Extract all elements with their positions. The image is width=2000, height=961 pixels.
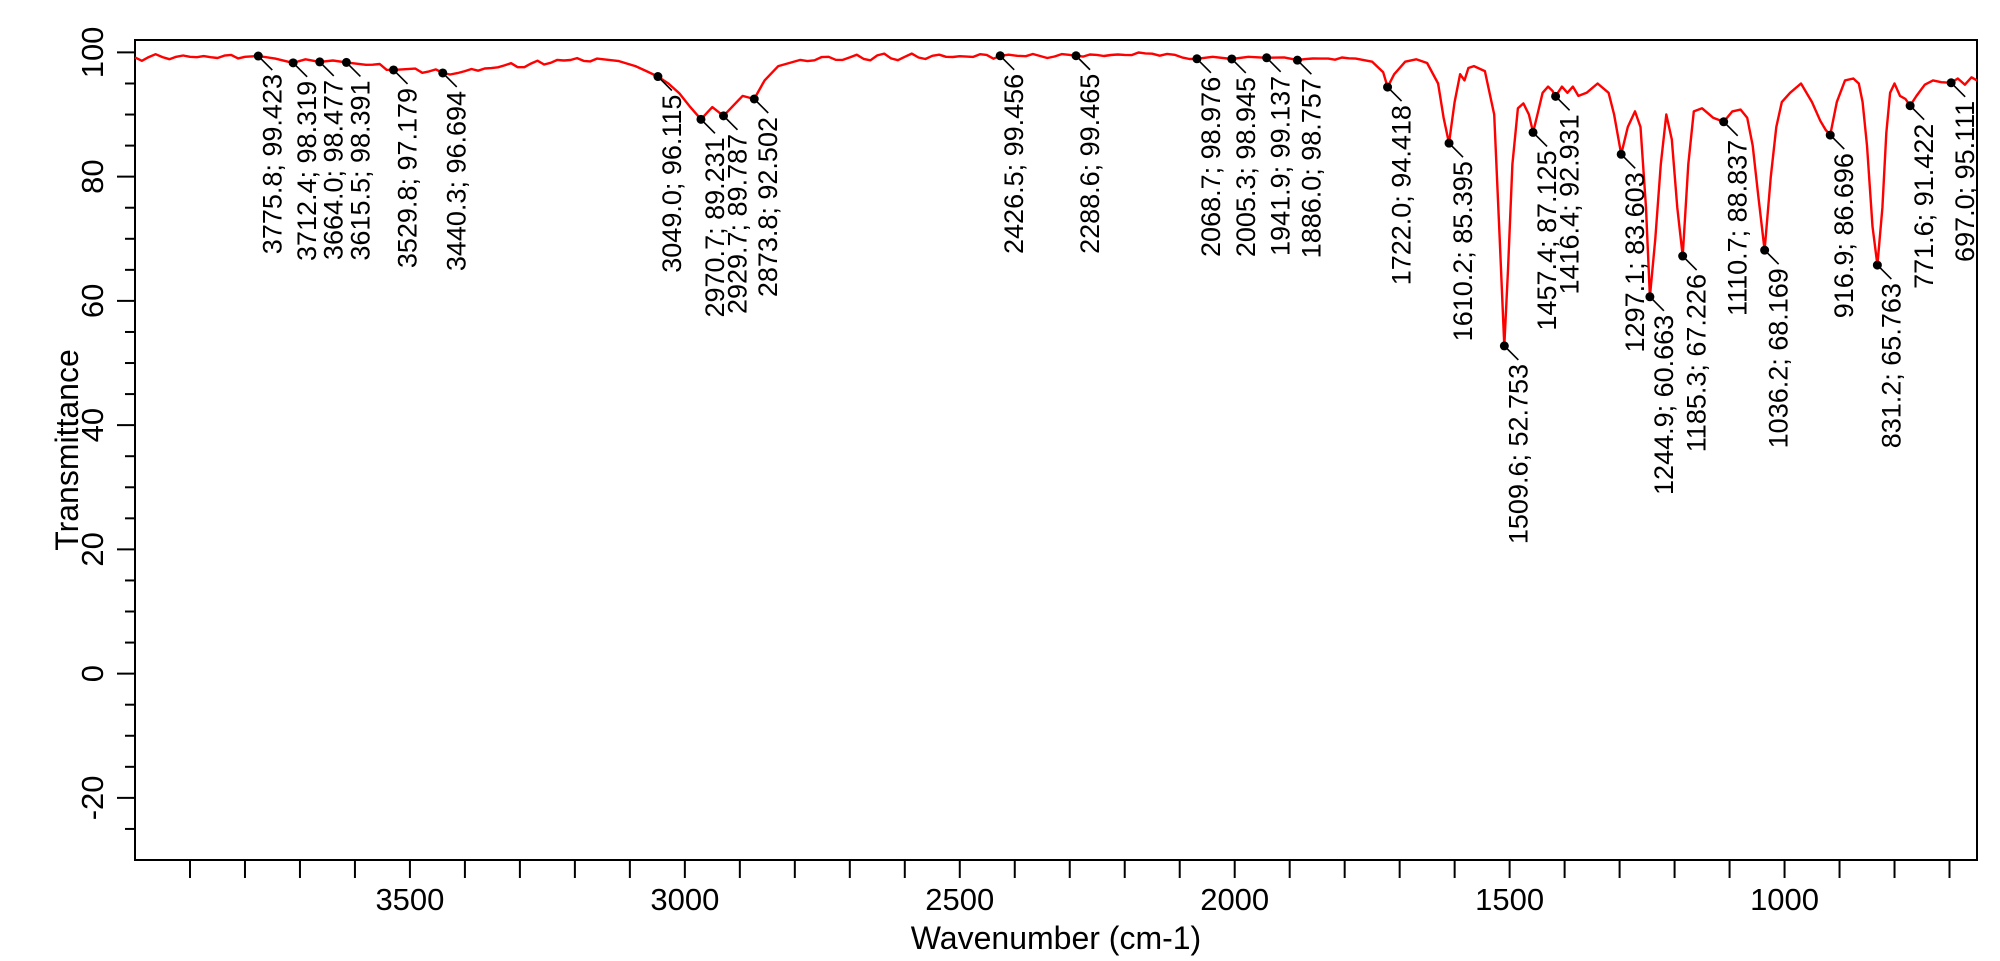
peak-marker (253, 51, 263, 61)
y-axis: 100 80 60 40 20 0 -20 (75, 27, 135, 830)
peak-marker (389, 65, 399, 75)
peak-marker (1551, 91, 1561, 101)
peak-label: 916.9; 86.696 (1829, 153, 1859, 318)
peak-marker (995, 51, 1005, 61)
x-tick-label: 1000 (1750, 882, 1819, 917)
peak-label: 1416.4; 92.931 (1555, 114, 1585, 294)
peak-marker (1760, 245, 1770, 255)
y-tick-label: 40 (75, 408, 110, 442)
peak-marker (315, 57, 325, 67)
peak-label: 2288.6; 99.465 (1075, 74, 1105, 254)
peak-label: 2426.5; 99.456 (999, 74, 1029, 254)
peak-label: 1886.0; 98.757 (1296, 78, 1326, 258)
y-tick-label: 100 (75, 27, 110, 79)
peak-label: 3615.5; 98.391 (345, 80, 375, 260)
peak-marker (438, 68, 448, 78)
peak-label: 1722.0; 94.418 (1387, 105, 1417, 285)
peak-marker (1616, 149, 1626, 159)
y-axis-title: Transmittance (49, 349, 85, 551)
y-tick-label: -20 (75, 775, 110, 820)
peak-label: 3529.8; 97.179 (393, 88, 423, 268)
x-axis-title: Wavenumber (cm-1) (911, 920, 1201, 956)
peak-label: 1457.4; 87.125 (1532, 150, 1562, 330)
peak-label: 1036.2; 68.169 (1764, 268, 1794, 448)
peak-marker (1528, 127, 1538, 137)
peak-marker (1227, 54, 1237, 64)
peak-label: 1941.9; 99.137 (1266, 76, 1296, 256)
peak-label: 2068.7; 98.976 (1196, 77, 1226, 257)
peak-marker (1905, 101, 1915, 111)
peak-marker (1678, 251, 1688, 261)
peak-label: 3712.4; 98.319 (292, 81, 322, 261)
peak-label: 1610.2; 85.395 (1448, 161, 1478, 341)
x-tick-label: 3000 (650, 882, 719, 917)
peak-label: 831.2; 65.763 (1876, 283, 1906, 448)
peak-label: 771.6; 91.422 (1909, 124, 1939, 289)
peak-marker (288, 58, 298, 68)
peak-marker (1192, 54, 1202, 64)
peak-marker (1872, 260, 1882, 270)
peak-label: 2873.8; 92.502 (753, 117, 783, 297)
y-tick-label: 80 (75, 159, 110, 193)
peak-marker (1719, 117, 1729, 127)
peak-marker (1262, 53, 1272, 63)
x-tick-label: 2500 (925, 882, 994, 917)
peak-label: 1110.7; 88.837 (1723, 140, 1753, 316)
peak-label: 1244.9; 60.663 (1649, 315, 1679, 495)
peak-label: 3775.8; 99.423 (257, 74, 287, 254)
peak-label: 1509.6; 52.753 (1503, 364, 1533, 544)
peak-marker (1645, 292, 1655, 302)
y-tick-label: 0 (75, 665, 110, 682)
peak-marker (719, 111, 729, 121)
peak-marker (749, 94, 759, 104)
x-tick-label: 3500 (375, 882, 444, 917)
x-tick-label: 2000 (1200, 882, 1269, 917)
peak-marker (653, 72, 663, 82)
peak-marker (1499, 341, 1509, 351)
peak-label: 3440.3; 96.694 (442, 91, 472, 271)
peak-label: 2929.7; 89.787 (723, 134, 753, 314)
peak-label: 2005.3; 98.945 (1231, 77, 1261, 257)
peak-label: 3049.0; 96.115 (657, 95, 687, 273)
peak-marker (696, 114, 706, 124)
peak-label: 1185.3; 67.226 (1682, 274, 1712, 452)
peak-marker (1825, 130, 1835, 140)
y-tick-label: 60 (75, 284, 110, 318)
peak-marker (1444, 138, 1454, 148)
peak-marker (1383, 82, 1393, 92)
peak-marker (341, 57, 351, 67)
x-axis: 3500 3000 2500 2000 1500 1000 (188, 860, 1951, 917)
peak-label: 1297.1; 83.603 (1620, 172, 1650, 352)
peak-marker (1946, 78, 1956, 88)
peak-label: 3664.0; 98.477 (319, 80, 349, 260)
peak-marker (1292, 55, 1302, 65)
x-tick-label: 1500 (1475, 882, 1544, 917)
y-tick-label: 20 (75, 532, 110, 566)
peak-marker (1071, 51, 1081, 61)
peak-label: 697.0; 95.111 (1950, 101, 1980, 262)
peak-label: 2970.7; 89.231 (700, 137, 730, 317)
plot-frame (134, 39, 1978, 861)
